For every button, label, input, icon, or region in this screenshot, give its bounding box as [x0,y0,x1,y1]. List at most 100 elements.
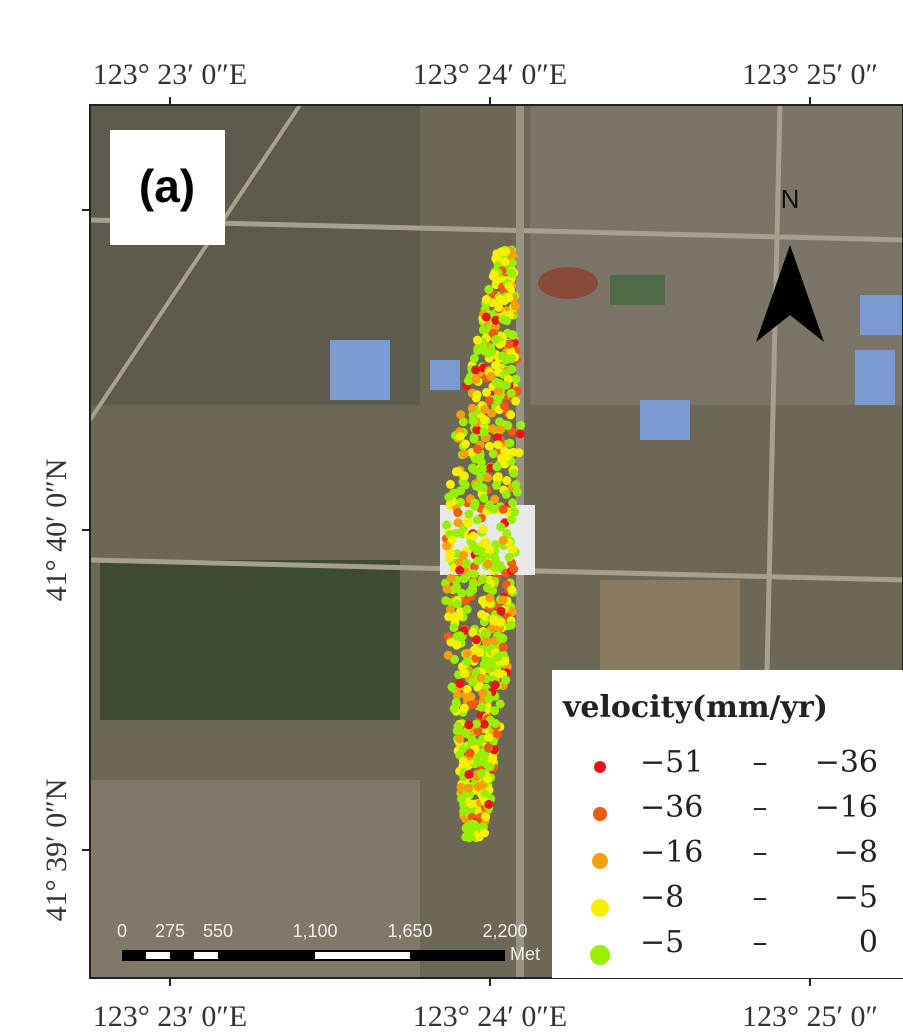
ps-point [476,674,485,683]
ps-point [464,376,473,385]
legend-swatch [592,853,608,869]
ps-point [473,547,482,556]
ps-point [466,799,475,808]
ps-point [477,610,486,619]
ps-point [455,612,464,621]
legend-title: velocity(mm/yr) [562,690,828,725]
ps-point [464,720,473,729]
ps-point [482,313,491,322]
ps-point [489,615,498,624]
ps-point [465,692,474,701]
ps-point [485,661,494,670]
ps-point [494,303,503,312]
ps-point [453,508,462,517]
ps-point [515,448,524,457]
ps-point [511,301,520,310]
ps-point [477,703,486,712]
ps-point [444,651,453,660]
ps-point [481,812,490,821]
legend-separator: – [753,745,768,780]
ps-point [507,354,516,363]
ps-point [471,499,480,508]
ps-point [468,584,477,593]
ps-point [480,405,489,414]
ps-point [499,505,508,514]
ps-point [491,554,500,563]
ps-point [491,719,500,728]
ps-point [498,352,507,361]
ps-point [463,832,472,841]
ps-point [494,472,503,481]
ps-point [489,505,498,514]
ps-point [483,473,492,482]
ps-point [492,481,501,490]
ps-point [473,336,482,345]
top-axis-label: 123° 24′ 0″E [413,58,567,91]
ps-point [464,784,473,793]
ps-point [513,488,522,497]
ps-point [442,541,451,550]
ps-point [497,607,506,616]
ps-point [475,648,484,657]
ps-point [480,427,489,436]
ps-point [502,476,511,485]
ps-point [499,536,508,545]
legend-from: −16 [640,835,703,870]
legend-separator: – [753,925,768,960]
ps-point [491,361,500,370]
ps-point [455,734,464,743]
ps-point [482,630,491,639]
ps-point [507,365,516,374]
ps-point [490,270,499,279]
ps-point [492,462,501,471]
top-axis-label: 123° 23′ 0″E [93,58,247,91]
legend-from: −51 [640,745,703,780]
ps-point [463,605,472,614]
ps-point [496,700,505,709]
legend-from: −36 [640,790,703,825]
ps-point [453,467,462,476]
ps-point [447,574,456,583]
top-axis-label: 123° 25′ 0″ [742,58,878,91]
ps-point [459,757,468,766]
ps-point [512,480,521,489]
ps-point [473,516,482,525]
ps-point [498,596,507,605]
ps-point [441,596,450,605]
ps-point [455,566,464,575]
ps-point [500,402,509,411]
ps-point [479,525,488,534]
scale-bar-segment [146,952,170,959]
legend-to: −5 [834,880,878,915]
ps-point [449,623,458,632]
ps-point [478,575,487,584]
ps-point [456,498,465,507]
ps-point [507,585,516,594]
ps-point [468,678,477,687]
legend-separator: – [753,880,768,915]
ps-point [484,285,493,294]
ps-point [488,424,497,433]
scale-bar-segment [315,952,410,959]
ps-point [446,480,455,489]
scale-label: 550 [203,921,233,941]
ps-point [493,653,502,662]
map-figure: (a) N 123° 23′ 0″E123° 24′ 0″E123° 25′ 0… [0,0,903,1034]
ps-point [470,569,479,578]
ps-point [507,389,516,398]
ps-point [468,404,477,413]
ps-point [468,735,477,744]
ps-point [469,531,478,540]
ps-point [487,372,496,381]
ps-point [444,493,453,502]
scale-label: 1,650 [387,921,432,941]
legend-to: −8 [834,835,878,870]
ps-point [498,315,507,324]
scale-bar-segment [194,952,218,959]
ps-point [459,551,468,560]
ps-point [472,635,481,644]
ps-point [491,680,500,689]
ps-point [455,726,464,735]
ps-point [470,434,479,443]
ps-point [505,553,514,562]
